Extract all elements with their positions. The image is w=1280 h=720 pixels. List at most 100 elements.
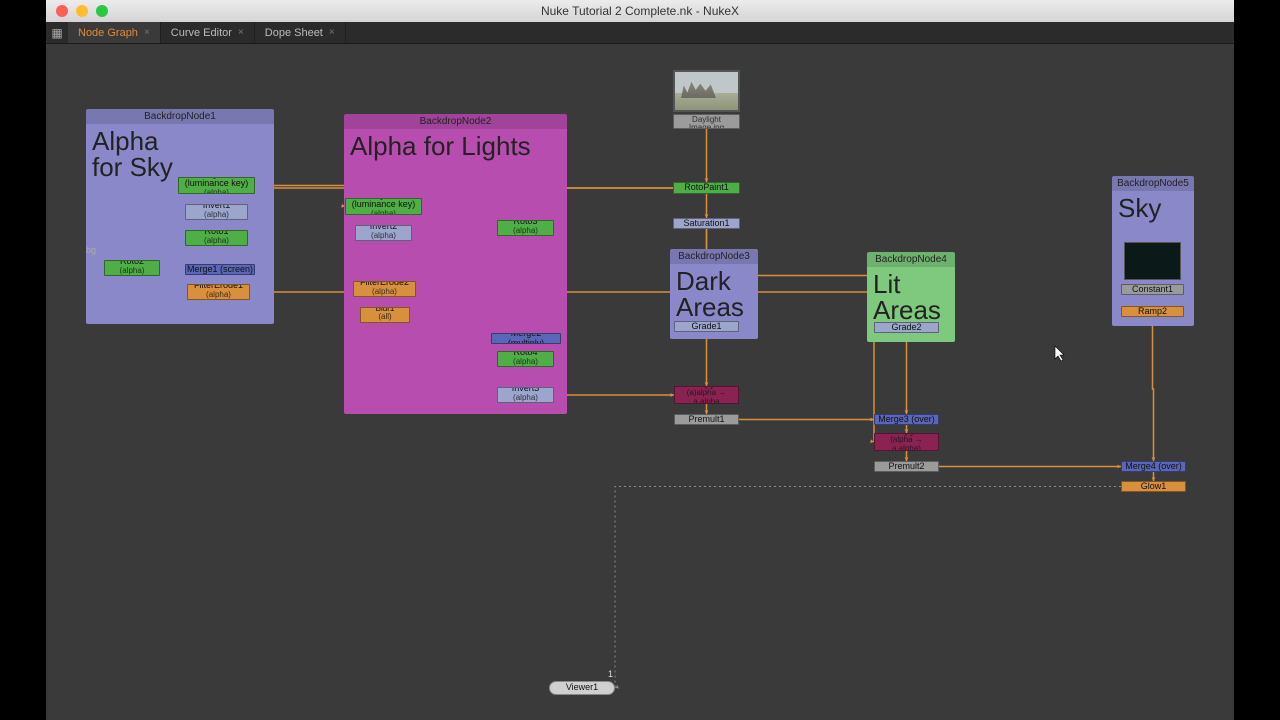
node-premult1[interactable]: Premult1 [674,414,739,425]
tab-node-graph[interactable]: Node Graph × [68,22,161,43]
node-label: Constant1 [1122,285,1183,294]
node-blur1[interactable]: Blur1(all) [360,307,410,323]
bg-label: bg [86,245,96,255]
node-label: Grade2 [875,323,938,332]
node-label: Keyer1 (luminance key) [179,177,254,189]
app-window: Nuke Tutorial 2 Complete.nk - NukeX ▦ No… [46,0,1234,720]
node-label: Merge1 (screen) [186,265,254,274]
node-constant1[interactable]: Constant1 [1121,284,1184,295]
node-grade2[interactable]: Grade2 [874,322,939,333]
node-sublabel: (alpha) [179,189,254,194]
node-merge1[interactable]: Merge1 (screen) [185,264,255,275]
node-keyer2[interactable]: Keyer2 (luminance key)(alpha) [345,198,422,215]
node-sublabel: (alpha) [498,358,553,366]
svg-text:1: 1 [608,669,613,679]
node-label: Merge2 (multiply) [492,333,560,344]
tab-dope-sheet[interactable]: Dope Sheet × [255,22,346,43]
zoom-icon[interactable] [96,5,108,17]
node-label: Merge4 (over) [1122,462,1185,471]
node-grade1[interactable]: Grade1 [674,321,739,332]
window-controls [46,5,108,17]
node-read1[interactable]: Read1Daylight Image.jpg [673,114,740,129]
tab-label: Dope Sheet [265,27,323,39]
node-glow1[interactable]: Glow1 [1121,481,1186,492]
node-merge3[interactable]: Merge3 (over) [874,414,939,425]
node-label: Glow1 [1122,482,1185,491]
channel-chips [356,240,411,241]
channel-chips [498,235,553,236]
channel-chips [105,275,159,276]
tab-label: Node Graph [78,27,138,39]
node-sublabel: (a)alpha → a.alpha [675,389,738,404]
node-label: Grade1 [675,322,738,331]
node-rotopaint1[interactable]: RotoPaint1 [673,182,740,194]
node-roto1[interactable]: Roto1(alpha) [185,230,248,246]
node-sublabel: (alpha → a.alpha) [875,436,938,451]
node-label: Keyer2 (luminance key) [346,198,421,210]
node-roto3[interactable]: Roto3(alpha) [497,220,554,236]
minimize-icon[interactable] [76,5,88,17]
node-sublabel: (alpha) [105,267,159,275]
backdrop-title: Lit Areas [867,267,955,327]
node-filtererode2[interactable]: FilterErode2(alpha) [353,281,416,297]
backdrop-header: BackdropNode1 [86,109,274,124]
node-graph-canvas[interactable]: 1 BackdropNode1Alpha for Sky BackdropNode… [46,44,1234,720]
channel-chips [498,402,553,403]
node-label: Ramp2 [1122,307,1183,316]
node-invert2[interactable]: Invert2(alpha) [355,225,412,241]
node-filtererode1[interactable]: FilterErode1(alpha) [187,284,250,300]
constant-thumbnail[interactable] [1124,242,1181,280]
node-invert1[interactable]: Invert1(alpha) [185,204,248,220]
backdrop-title: Dark Areas [670,264,758,324]
titlebar: Nuke Tutorial 2 Complete.nk - NukeX [46,0,1234,22]
channel-chips [498,366,553,367]
close-icon[interactable] [56,5,68,17]
pane-menu-icon[interactable]: ▦ [46,22,68,43]
read-thumbnail[interactable] [673,70,740,112]
close-icon[interactable]: × [238,27,244,38]
node-keyer1[interactable]: Keyer1 (luminance key)(alpha) [178,177,255,194]
cursor-icon [1055,346,1064,361]
node-merge2[interactable]: Merge2 (multiply) [491,333,561,344]
backdrop-header: BackdropNode4 [867,252,955,267]
node-sublabel: Daylight Image.jpg [674,116,739,129]
node-copy2[interactable]: Copy2(alpha → a.alpha) [874,433,939,451]
node-roto2[interactable]: Roto2(alpha) [104,260,160,276]
node-sublabel: (alpha) [498,227,553,235]
window-title: Nuke Tutorial 2 Complete.nk - NukeX [46,4,1234,18]
backdrop-title: Sky [1112,191,1194,225]
backdrop-title: Alpha for Sky [86,124,274,184]
backdrop-header: BackdropNode3 [670,249,758,264]
node-roto4[interactable]: Roto4(alpha) [497,351,554,367]
node-copy1[interactable]: Copy1(a)alpha → a.alpha [674,386,739,404]
backdrop-header: BackdropNode5 [1112,176,1194,191]
node-sublabel: (alpha) [188,291,249,299]
node-label: Viewer1 [550,683,614,692]
node-sublabel: (alpha) [356,232,411,240]
node-label: Premult2 [875,462,938,471]
channel-chips [186,245,247,246]
tab-curve-editor[interactable]: Curve Editor × [161,22,255,43]
close-icon[interactable]: × [144,27,150,38]
node-sublabel: (alpha) [186,211,247,219]
node-sublabel: (alpha) [498,394,553,402]
node-label: Merge3 (over) [875,415,938,424]
channel-chips [354,296,415,297]
node-merge4[interactable]: Merge4 (over) [1121,461,1186,472]
tab-label: Curve Editor [171,27,232,39]
backdrop-title: Alpha for Lights [344,129,567,163]
node-sublabel: (alpha) [346,210,421,215]
node-sublabel: (alpha) [354,288,415,296]
node-sublabel: (alpha) [186,237,247,245]
backdrop-bd2[interactable]: BackdropNode2Alpha for Lights [344,114,567,414]
node-invert3[interactable]: Invert3(alpha) [497,387,554,403]
node-label: RotoPaint1 [674,183,739,192]
node-ramp2[interactable]: Ramp2 [1121,306,1184,317]
close-icon[interactable]: × [329,27,335,38]
node-saturation1[interactable]: Saturation1 [673,218,740,229]
tab-bar: ▦ Node Graph × Curve Editor × Dope Sheet… [46,22,1234,44]
node-premult2[interactable]: Premult2 [874,461,939,472]
node-sublabel: (all) [361,313,409,321]
channel-chips [361,321,409,323]
node-viewer1[interactable]: Viewer1 [549,681,615,695]
